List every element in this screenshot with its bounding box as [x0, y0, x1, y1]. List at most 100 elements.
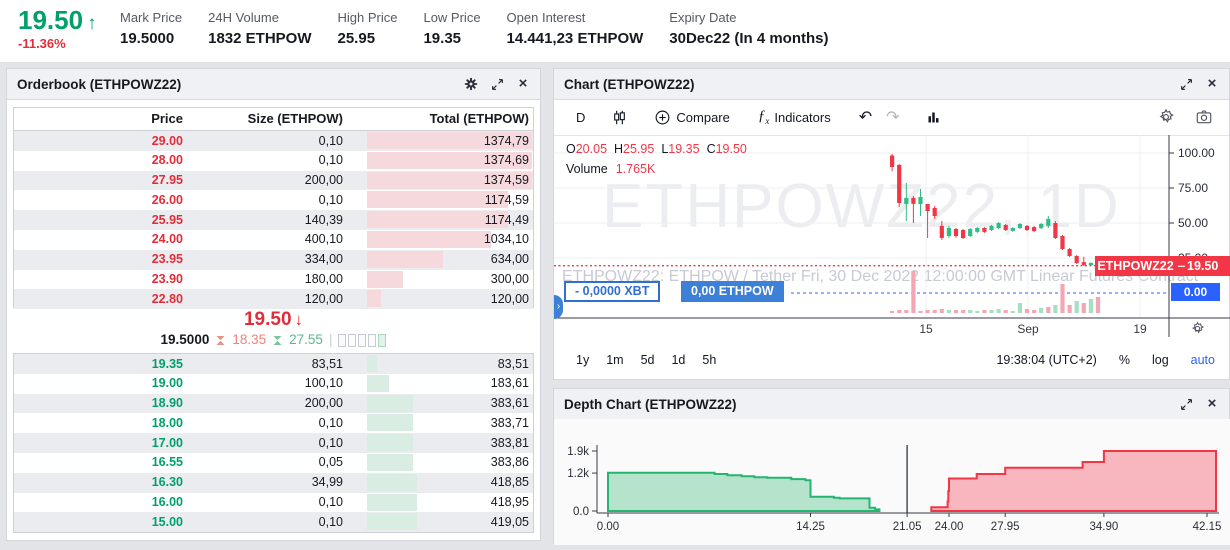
- svg-text:100.00: 100.00: [1178, 146, 1215, 160]
- total-cell: 383,86: [490, 455, 529, 470]
- svg-text:34.90: 34.90: [1090, 521, 1119, 533]
- orderbook-bid-row[interactable]: 16.30 34,99 418,85: [14, 472, 533, 493]
- range-1y[interactable]: 1y: [576, 353, 590, 367]
- depth-bar: [367, 290, 382, 308]
- orderbook-ask-row[interactable]: 27.95 200,00 1374,59: [14, 170, 533, 191]
- total-cell: 1374,59: [483, 173, 529, 188]
- price-cell[interactable]: 27.95: [151, 173, 183, 188]
- size-cell: 0,10: [318, 514, 343, 529]
- depth-bar: [367, 171, 532, 189]
- depth-bar: [367, 473, 418, 491]
- log-scale-button[interactable]: log: [1151, 353, 1169, 367]
- orderbook-bid-row[interactable]: 19.35 83,51 83,51: [14, 354, 533, 374]
- orderbook-ask-row[interactable]: 26.00 0,10 1174,59: [14, 190, 533, 210]
- settings-gear-icon[interactable]: [464, 77, 478, 91]
- orderbook-ask-row[interactable]: 23.95 334,00 634,00: [14, 249, 533, 270]
- depth-bar: [367, 151, 532, 169]
- price-cell[interactable]: 15.00: [151, 514, 183, 529]
- orderbook-bid-row[interactable]: 18.00 0,10 383,71: [14, 413, 533, 433]
- market-stat: 24H Volume 1832 ETHPOW: [208, 10, 311, 47]
- orderbook-bid-row[interactable]: 16.00 0,10 418,95: [14, 493, 533, 513]
- orderbook-title: Orderbook (ETHPOWZ22): [17, 76, 182, 92]
- range-1d[interactable]: 1d: [671, 353, 686, 367]
- size-cell: 83,51: [311, 356, 343, 371]
- percent-scale-button[interactable]: %: [1118, 353, 1130, 367]
- price-cell[interactable]: 16.55: [151, 455, 183, 470]
- stat-label: Mark Price: [120, 10, 183, 25]
- chart-description-watermark: ETHPOWZ22: ETHPOW / Tether Fri, 30 Dec 2…: [562, 268, 1199, 285]
- price-cell[interactable]: 23.90: [151, 272, 183, 287]
- panel-collapse-chevron[interactable]: ›: [554, 295, 563, 319]
- depth-bar: [367, 132, 532, 149]
- orderbook-bid-row[interactable]: 18.90 200,00 383,61: [14, 393, 533, 414]
- price-cell[interactable]: 24.00: [151, 232, 183, 247]
- price-axis-gear-icon[interactable]: [1190, 321, 1205, 341]
- close-icon[interactable]: ×: [518, 75, 528, 92]
- chart-title: Chart (ETHPOWZ22): [564, 76, 695, 92]
- clock[interactable]: 19:38:04 (UTC+2): [996, 353, 1097, 367]
- auto-scale-button[interactable]: auto: [1190, 353, 1215, 367]
- depth-bar: [367, 493, 418, 511]
- depth-bar: [367, 230, 492, 248]
- orderbook-ask-row[interactable]: 28.00 0,10 1374,69: [14, 151, 533, 171]
- price-cell[interactable]: 22.80: [151, 291, 183, 306]
- mark-price-value: 19.5000: [160, 332, 210, 347]
- price-cell[interactable]: 19.35: [151, 356, 183, 371]
- price-cell[interactable]: 23.95: [151, 252, 183, 267]
- stat-label: Low Price: [423, 10, 481, 25]
- stat-label: 24H Volume: [208, 10, 279, 25]
- range-1m[interactable]: 1m: [606, 353, 624, 367]
- col-total: Total (ETHPOW): [429, 111, 529, 126]
- volume-columns-icon[interactable]: [926, 110, 941, 125]
- total-cell: 1174,49: [484, 212, 529, 227]
- last-price-axis-badge: ETHPOWZ22 ‒ 19.50: [1095, 256, 1230, 276]
- screenshot-camera-icon[interactable]: [1195, 108, 1213, 126]
- chart-settings-gear-icon[interactable]: [1157, 108, 1175, 126]
- price-cell[interactable]: 17.00: [151, 435, 183, 450]
- compare-button[interactable]: Compare: [654, 109, 730, 126]
- mid-last-price: 19.50 ↓: [243, 309, 304, 330]
- price-cell[interactable]: 18.00: [151, 415, 183, 430]
- total-cell: 183,61: [490, 376, 529, 391]
- orderbook-ask-row[interactable]: 29.00 0,10 1374,79: [14, 131, 533, 151]
- price-up-arrow-icon: ↑: [87, 13, 97, 34]
- orderbook-bid-row[interactable]: 17.00 0,10 383,81: [14, 433, 533, 453]
- price-cell[interactable]: 25.95: [151, 212, 183, 227]
- size-cell: 0,10: [318, 153, 343, 168]
- price-cell[interactable]: 29.00: [151, 133, 183, 148]
- orderbook-bid-row[interactable]: 16.55 0,05 383,86: [14, 453, 533, 473]
- chart-style-candles-icon[interactable]: [611, 109, 628, 126]
- expand-icon[interactable]: [1179, 397, 1193, 411]
- orderbook-bid-row[interactable]: 15.00 0,10 419,05: [14, 512, 533, 533]
- band-high-value: 27.55: [289, 332, 323, 347]
- size-cell: 180,00: [304, 272, 343, 287]
- size-cell: 0,10: [318, 435, 343, 450]
- interval-button[interactable]: D: [576, 109, 586, 125]
- orderbook-ask-row[interactable]: 22.80 120,00 120,00: [14, 289, 533, 310]
- close-icon[interactable]: ×: [1207, 395, 1217, 412]
- price-cell[interactable]: 26.00: [151, 192, 183, 207]
- stat-value: 19.35: [423, 30, 462, 47]
- undo-icon[interactable]: ↶: [858, 109, 873, 126]
- total-cell: 634,00: [490, 252, 529, 267]
- price-cell[interactable]: 16.30: [151, 475, 183, 490]
- expand-icon[interactable]: [1179, 77, 1193, 91]
- range-5d[interactable]: 5d: [640, 353, 655, 367]
- chart-plot-area[interactable]: ETHPOWZ22, 1D ETHPOWZ22: ETHPOW / Tether…: [554, 135, 1230, 381]
- price-cell[interactable]: 19.00: [151, 376, 183, 391]
- range-5h[interactable]: 5h: [702, 353, 717, 367]
- orderbook-ask-row[interactable]: 24.00 400,10 1034,10: [14, 230, 533, 250]
- price-cell[interactable]: 18.90: [151, 396, 183, 411]
- total-cell: 1034,10: [483, 232, 529, 247]
- orderbook-bid-row[interactable]: 19.00 100,10 183,61: [14, 374, 533, 394]
- depth-gauge: [338, 333, 387, 347]
- price-cell[interactable]: 16.00: [151, 495, 183, 510]
- price-cell[interactable]: 28.00: [151, 153, 183, 168]
- orderbook-ask-row[interactable]: 23.90 180,00 300,00: [14, 270, 533, 290]
- indicators-button[interactable]: ƒx Indicators: [757, 108, 831, 126]
- orderbook-ask-row[interactable]: 25.95 140,39 1174,49: [14, 210, 533, 230]
- close-icon[interactable]: ×: [1207, 75, 1217, 92]
- stat-label: High Price: [337, 10, 398, 25]
- expand-icon[interactable]: [490, 77, 504, 91]
- price-down-arrow-icon: ↓: [294, 310, 304, 329]
